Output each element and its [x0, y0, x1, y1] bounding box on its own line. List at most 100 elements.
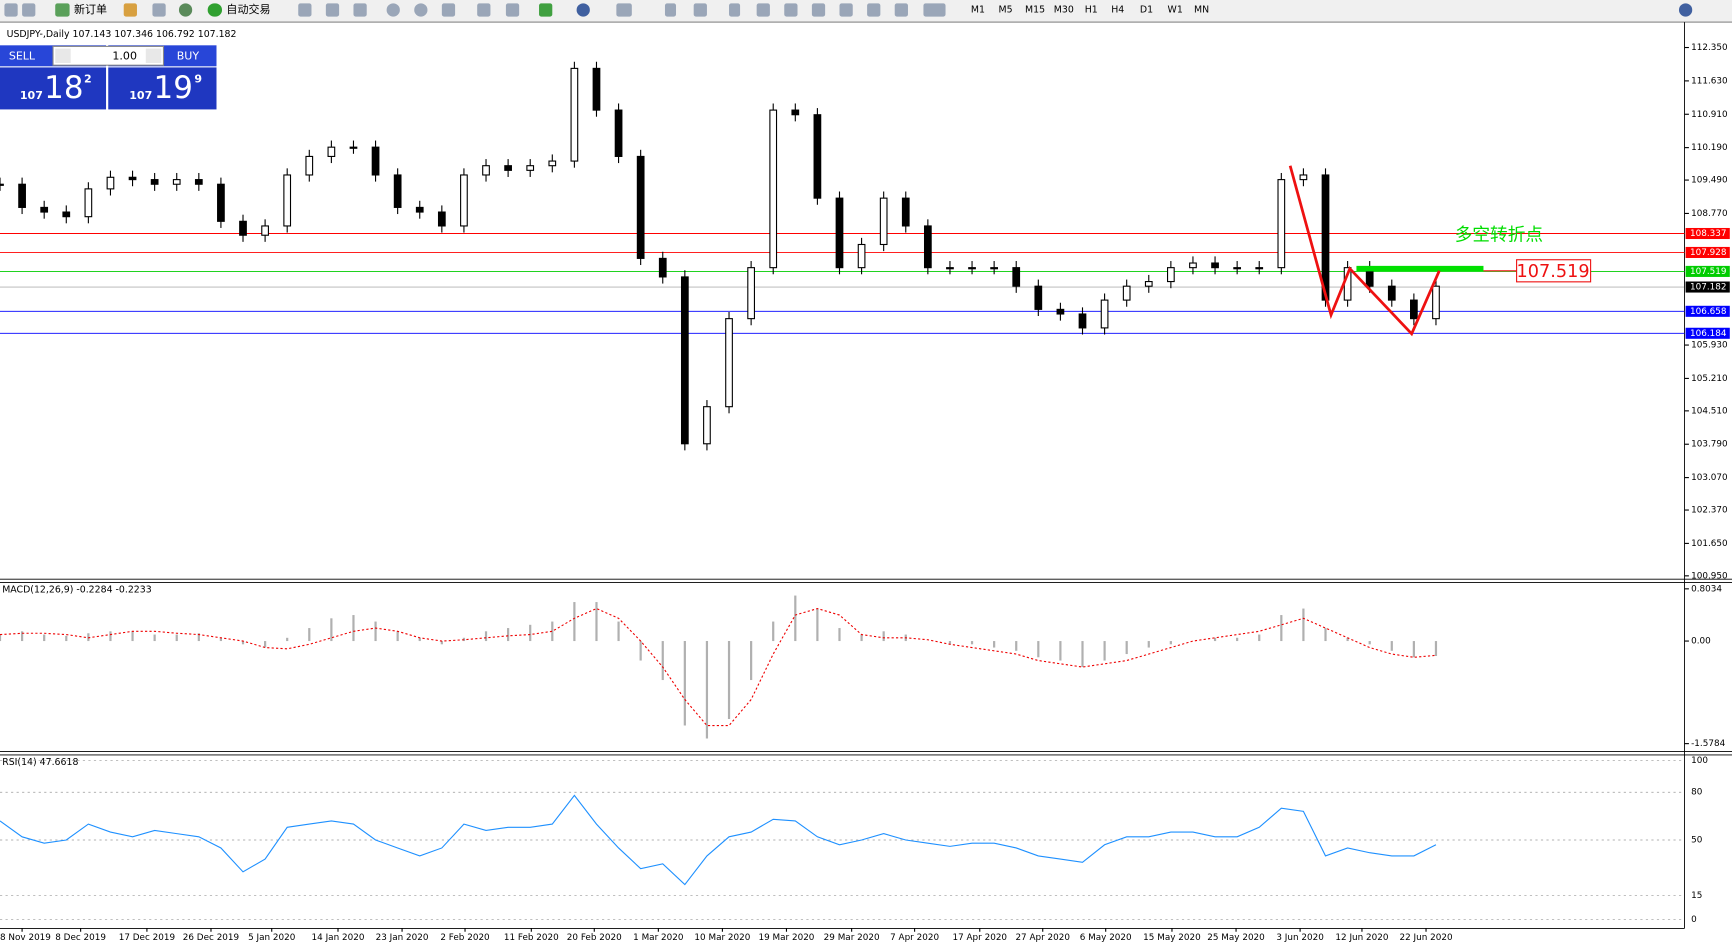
y-tick-label: 112.350 — [1691, 43, 1728, 53]
y-tick-label: 105.930 — [1691, 341, 1728, 351]
sell-label: SELL — [9, 49, 36, 62]
timeframe-button[interactable]: W1 — [1168, 4, 1183, 15]
icon[interactable] — [298, 3, 312, 17]
candle — [415, 206, 424, 213]
icon[interactable] — [923, 3, 946, 17]
icon[interactable] — [505, 3, 520, 17]
candle — [62, 211, 71, 218]
icon[interactable] — [784, 3, 798, 17]
timeframe-button[interactable]: D1 — [1140, 4, 1153, 15]
candle — [879, 197, 888, 246]
icon[interactable] — [477, 3, 491, 17]
candle — [1056, 308, 1065, 315]
icon[interactable] — [839, 3, 853, 17]
candle — [239, 220, 247, 236]
y-tick-label: 100.950 — [1691, 571, 1728, 581]
candle — [1387, 285, 1396, 301]
candle — [106, 176, 115, 190]
y-tick-label: 108.770 — [1691, 209, 1728, 219]
spin-up[interactable] — [145, 48, 162, 63]
x-tick-label: 23 Jan 2020 — [376, 933, 429, 943]
y-tick-label: 0 — [1691, 915, 1697, 925]
y-tick-label: -1.5784 — [1691, 739, 1725, 749]
candle — [636, 155, 645, 259]
y-tick-label: 103.070 — [1691, 473, 1728, 483]
candle — [658, 257, 667, 278]
icon[interactable] — [867, 3, 881, 17]
auto-trading-button[interactable]: 自动交易 — [226, 2, 270, 16]
icon[interactable] — [693, 3, 707, 17]
candle — [150, 179, 159, 185]
candle — [990, 267, 998, 270]
icon[interactable] — [4, 3, 18, 17]
x-tick-label: 10 Mar 2020 — [694, 933, 750, 943]
buy-label: BUY — [177, 49, 200, 62]
icon[interactable] — [729, 3, 741, 17]
new-order-button[interactable]: 新订单 — [74, 2, 107, 16]
sell-price-box[interactable] — [0, 67, 107, 110]
candle — [923, 225, 932, 269]
icon[interactable] — [441, 3, 456, 17]
y-tick-label: 101.650 — [1691, 539, 1728, 549]
x-tick-label: 2 Feb 2020 — [440, 933, 490, 943]
icon[interactable] — [386, 3, 400, 17]
x-tick-label: 8 Dec 2019 — [55, 933, 106, 943]
y-tick-label: 105.210 — [1691, 374, 1728, 384]
level-label: 106.658 — [1690, 307, 1727, 317]
x-tick-label: 5 Jan 2020 — [248, 933, 296, 943]
candle — [128, 176, 137, 181]
icon[interactable] — [894, 3, 908, 17]
macd-label: MACD(12,26,9) -0.2284 -0.2233 — [2, 585, 152, 596]
icon[interactable] — [55, 3, 70, 17]
y-tick-label: 50 — [1691, 835, 1703, 845]
level-tag — [1685, 265, 1730, 277]
icon[interactable] — [325, 3, 340, 17]
icon[interactable] — [539, 3, 553, 17]
y-tick-label: 80 — [1691, 788, 1703, 798]
candle — [703, 406, 711, 445]
trade-panel: SELL BUY 1.00 107 18 2 107 19 9 — [0, 45, 217, 110]
rsi-line — [0, 794, 1437, 886]
candle — [592, 67, 601, 111]
level-tag — [1685, 281, 1730, 293]
candle — [901, 197, 910, 227]
timeframe-button[interactable]: M30 — [1054, 4, 1074, 15]
timeframe-button[interactable]: M5 — [999, 4, 1013, 15]
candle — [283, 174, 292, 227]
candle — [40, 206, 49, 213]
candle — [1432, 285, 1440, 320]
icon[interactable] — [664, 3, 677, 17]
timeframe-button[interactable]: M15 — [1025, 4, 1045, 15]
candle — [1012, 267, 1021, 287]
icon[interactable] — [756, 3, 770, 17]
candle — [0, 183, 4, 186]
x-tick-label: 29 Mar 2020 — [824, 933, 880, 943]
icon[interactable] — [616, 3, 632, 17]
icon[interactable] — [152, 3, 166, 17]
y-tick-label: 104.510 — [1691, 406, 1728, 416]
icon[interactable] — [178, 3, 193, 17]
candle — [305, 155, 314, 176]
timeframe-button[interactable]: M1 — [971, 4, 985, 15]
icon[interactable] — [207, 3, 223, 17]
icon[interactable] — [123, 3, 137, 17]
icon[interactable] — [576, 3, 590, 17]
icon[interactable] — [22, 3, 36, 17]
candle — [769, 109, 778, 269]
candle — [1233, 267, 1242, 270]
candle — [835, 197, 844, 269]
timeframe-button[interactable]: H1 — [1085, 4, 1098, 15]
timeframe-button[interactable]: MN — [1194, 4, 1209, 15]
icon[interactable] — [414, 3, 428, 17]
icon[interactable] — [811, 3, 826, 17]
candle — [968, 267, 976, 270]
timeframe-button[interactable]: H4 — [1111, 4, 1124, 15]
y-tick-label: 0.00 — [1691, 637, 1711, 647]
lots-input[interactable] — [52, 45, 165, 66]
candle — [791, 109, 800, 116]
spin-down[interactable] — [55, 48, 71, 63]
icon[interactable] — [1678, 3, 1693, 17]
x-tick-label: 19 Mar 2020 — [758, 933, 814, 943]
icon[interactable] — [353, 3, 367, 17]
buy-price-box[interactable] — [108, 67, 217, 110]
